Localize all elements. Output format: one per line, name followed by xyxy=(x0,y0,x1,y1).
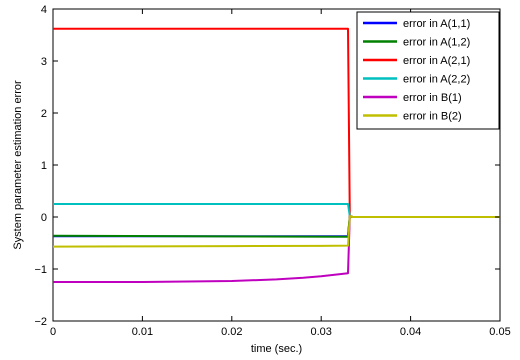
x-tick-label: 0.02 xyxy=(221,326,242,338)
legend-box xyxy=(356,11,500,130)
x-tick-label: 0 xyxy=(50,326,56,338)
y-tick-label: 2 xyxy=(41,108,47,120)
ticks-layer: 0 0.01 0.02 0.03 0.04 0.05 −2 −1 0 1 2 3 4 xyxy=(34,4,510,338)
legend: error in A(1,1) error in A(1,2) error in A… xyxy=(356,11,500,130)
y-axis-title: System parameter estimation error xyxy=(12,80,24,250)
x-tick-label: 0.01 xyxy=(132,326,153,338)
x-axis-title: time (sec.) xyxy=(251,343,302,355)
y-tick-label: 4 xyxy=(41,4,47,16)
series-layer xyxy=(52,27,500,283)
x-tick-label: 0.04 xyxy=(400,326,421,338)
series-line-6 xyxy=(52,215,500,248)
legend-label: error in B(2) xyxy=(403,111,462,123)
legend-label: error in A(2,1) xyxy=(403,55,470,67)
y-tick-label: 0 xyxy=(41,212,47,224)
y-tick-label: −1 xyxy=(34,264,47,276)
legend-label: error in A(2,2) xyxy=(403,74,470,86)
y-tick-label: 1 xyxy=(41,160,47,172)
x-tick-label: 0.05 xyxy=(489,326,510,338)
y-tick-label: −2 xyxy=(34,316,47,328)
legend-label: error in B(1) xyxy=(403,92,462,104)
legend-label: error in A(1,1) xyxy=(403,18,470,30)
y-tick-label: 3 xyxy=(41,56,47,68)
legend-label: error in A(1,2) xyxy=(403,37,470,49)
x-tick-label: 0.03 xyxy=(310,326,331,338)
